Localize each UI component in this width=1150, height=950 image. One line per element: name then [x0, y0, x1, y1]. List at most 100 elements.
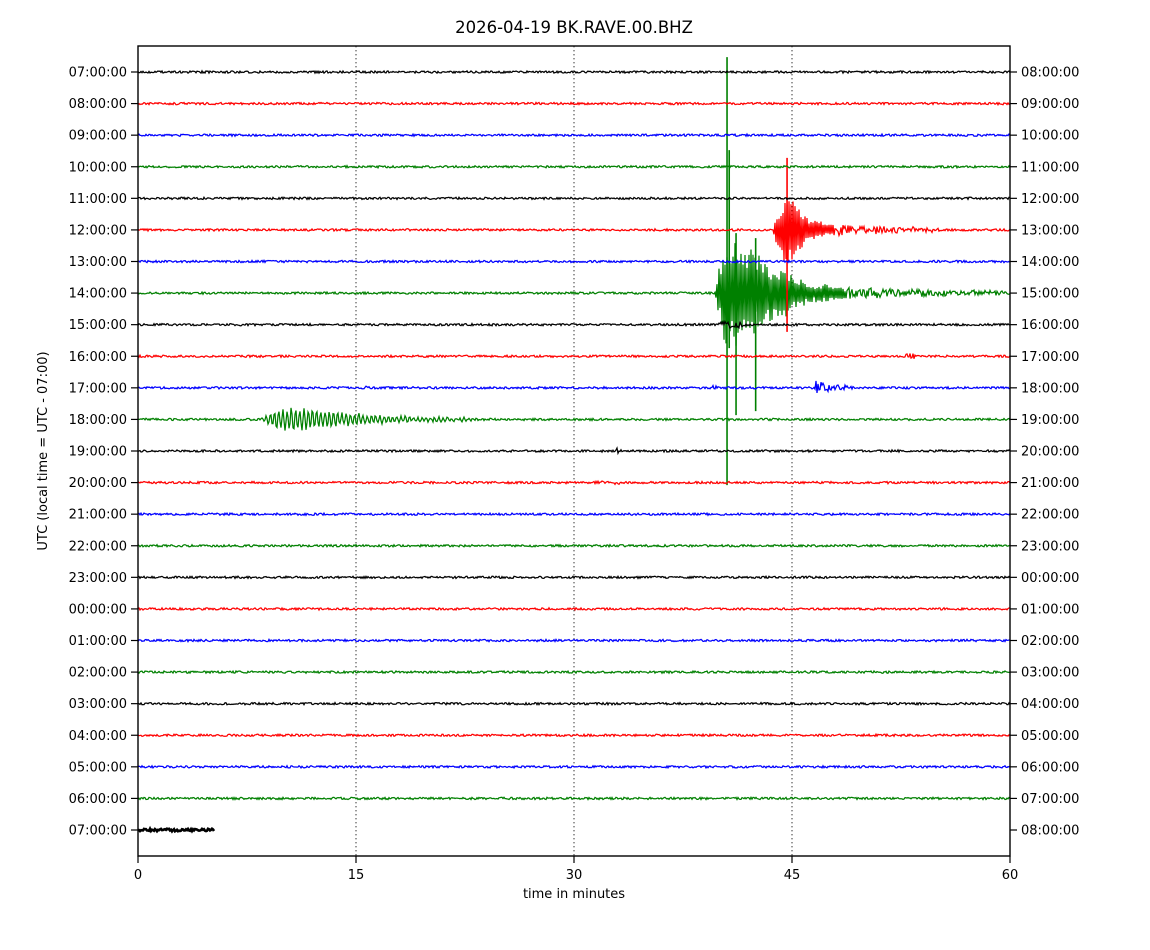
- seismogram-trace-07:00:00: [137, 825, 216, 834]
- utc-time-label: 08:00:00: [69, 97, 127, 112]
- trace-line: [137, 259, 1011, 264]
- x-tick-label: 0: [134, 868, 142, 883]
- trace-line: [137, 243, 1011, 346]
- trace-line: [137, 132, 1011, 138]
- local-time-label: 10:00:00: [1021, 129, 1079, 144]
- utc-time-label: 09:00:00: [69, 129, 127, 144]
- x-tick-label: 45: [784, 868, 801, 883]
- utc-time-label: 20:00:00: [69, 476, 127, 491]
- x-tick-label: 15: [348, 868, 365, 883]
- utc-time-label: 16:00:00: [69, 350, 127, 365]
- seismogram-trace-19:00:00: [137, 446, 1011, 456]
- seismogram-trace-08:00:00: [137, 101, 1011, 107]
- trace-line: [137, 101, 1011, 107]
- utc-time-label: 21:00:00: [69, 508, 127, 523]
- utc-time-label: 19:00:00: [69, 445, 127, 460]
- x-tick-label: 60: [1002, 868, 1019, 883]
- trace-line: [137, 669, 1011, 675]
- local-time-label: 00:00:00: [1021, 571, 1079, 586]
- trace-line: [138, 196, 1011, 201]
- seismogram-trace-22:00:00: [137, 543, 1011, 549]
- local-time-label: 06:00:00: [1021, 760, 1079, 775]
- trace-line: [137, 69, 1011, 75]
- trace-line: [137, 201, 1011, 263]
- utc-time-label: 02:00:00: [69, 666, 127, 681]
- trace-line: [137, 606, 1011, 612]
- utc-time-label: 15:00:00: [69, 318, 127, 333]
- local-time-label: 17:00:00: [1021, 350, 1079, 365]
- local-time-label: 03:00:00: [1021, 666, 1079, 681]
- seismogram-trace-07:00:00: [137, 69, 1011, 75]
- seismogram-trace-18:00:00: [137, 407, 1011, 431]
- trace-line: [137, 732, 1011, 738]
- trace-line: [137, 380, 1011, 394]
- local-time-label: 05:00:00: [1021, 729, 1079, 744]
- seismogram-trace-15:00:00: [137, 319, 1011, 330]
- seismogram-trace-10:00:00: [137, 164, 1011, 170]
- seismogram-trace-21:00:00: [137, 511, 1011, 517]
- utc-time-label: 01:00:00: [69, 634, 127, 649]
- seismogram-trace-06:00:00: [137, 795, 1011, 801]
- utc-time-label: 14:00:00: [69, 287, 127, 302]
- utc-time-label: 06:00:00: [69, 792, 127, 807]
- seismogram-trace-13:00:00: [137, 259, 1011, 264]
- trace-line: [137, 511, 1011, 517]
- trace-line: [137, 164, 1011, 170]
- utc-time-label: 23:00:00: [69, 571, 127, 586]
- utc-time-label: 03:00:00: [69, 697, 127, 712]
- local-time-label: 22:00:00: [1021, 508, 1079, 523]
- seismogram-trace-09:00:00: [137, 132, 1011, 138]
- trace-line: [137, 574, 1011, 580]
- chart-title: 2026-04-19 BK.RAVE.00.BHZ: [455, 18, 693, 37]
- x-tick-label: 30: [566, 868, 583, 883]
- trace-line: [137, 446, 1011, 456]
- trace-line: [137, 764, 1011, 770]
- local-time-label: 04:00:00: [1021, 697, 1079, 712]
- seismogram-trace-00:00:00: [137, 606, 1011, 612]
- utc-time-label: 04:00:00: [69, 729, 127, 744]
- x-axis-label: time in minutes: [523, 887, 625, 902]
- trace-line: [137, 638, 1011, 643]
- local-time-label: 20:00:00: [1021, 445, 1079, 460]
- seismogram-trace-16:00:00: [137, 353, 1011, 360]
- utc-time-label: 11:00:00: [69, 192, 127, 207]
- seismogram-trace-04:00:00: [137, 732, 1011, 738]
- local-time-label: 18:00:00: [1021, 381, 1079, 396]
- axis-labels-group: 0 15 30 45 60 07:00:00 08:00:00 08:00:00 09:00:0…: [69, 66, 1080, 884]
- local-time-label: 09:00:00: [1021, 97, 1079, 112]
- seismogram-trace-17:00:00: [137, 380, 1011, 394]
- local-time-label: 15:00:00: [1021, 287, 1079, 302]
- y-axis-label: UTC (local time = UTC - 07:00): [36, 351, 51, 550]
- local-time-label: 13:00:00: [1021, 223, 1079, 238]
- axis-ticks-group: [131, 71, 1017, 863]
- local-time-label: 16:00:00: [1021, 318, 1079, 333]
- local-time-label: 01:00:00: [1021, 602, 1079, 617]
- trace-line: [137, 825, 216, 834]
- local-time-label: 12:00:00: [1021, 192, 1079, 207]
- utc-time-label: 22:00:00: [69, 539, 127, 554]
- trace-line: [137, 543, 1011, 549]
- utc-time-label: 07:00:00: [69, 824, 127, 839]
- trace-line: [137, 701, 1011, 707]
- trace-line: [137, 795, 1011, 801]
- local-time-label: 11:00:00: [1021, 160, 1079, 175]
- local-time-label: 08:00:00: [1021, 66, 1079, 81]
- seismogram-trace-23:00:00: [137, 574, 1011, 580]
- utc-time-label: 13:00:00: [69, 255, 127, 270]
- seismogram-trace-05:00:00: [137, 764, 1011, 770]
- seismogram-trace-03:00:00: [137, 701, 1011, 707]
- trace-line: [137, 319, 1011, 330]
- seismogram-trace-11:00:00: [138, 196, 1011, 201]
- utc-time-label: 00:00:00: [69, 602, 127, 617]
- utc-time-label: 10:00:00: [69, 160, 127, 175]
- local-time-label: 08:00:00: [1021, 824, 1079, 839]
- traces-group: [137, 57, 1011, 834]
- trace-line: [137, 353, 1011, 360]
- utc-time-label: 18:00:00: [69, 413, 127, 428]
- local-time-label: 07:00:00: [1021, 792, 1079, 807]
- seismogram-trace-12:00:00: [137, 157, 1011, 332]
- seismogram-trace-20:00:00: [137, 479, 1011, 486]
- seismogram-trace-01:00:00: [137, 638, 1011, 643]
